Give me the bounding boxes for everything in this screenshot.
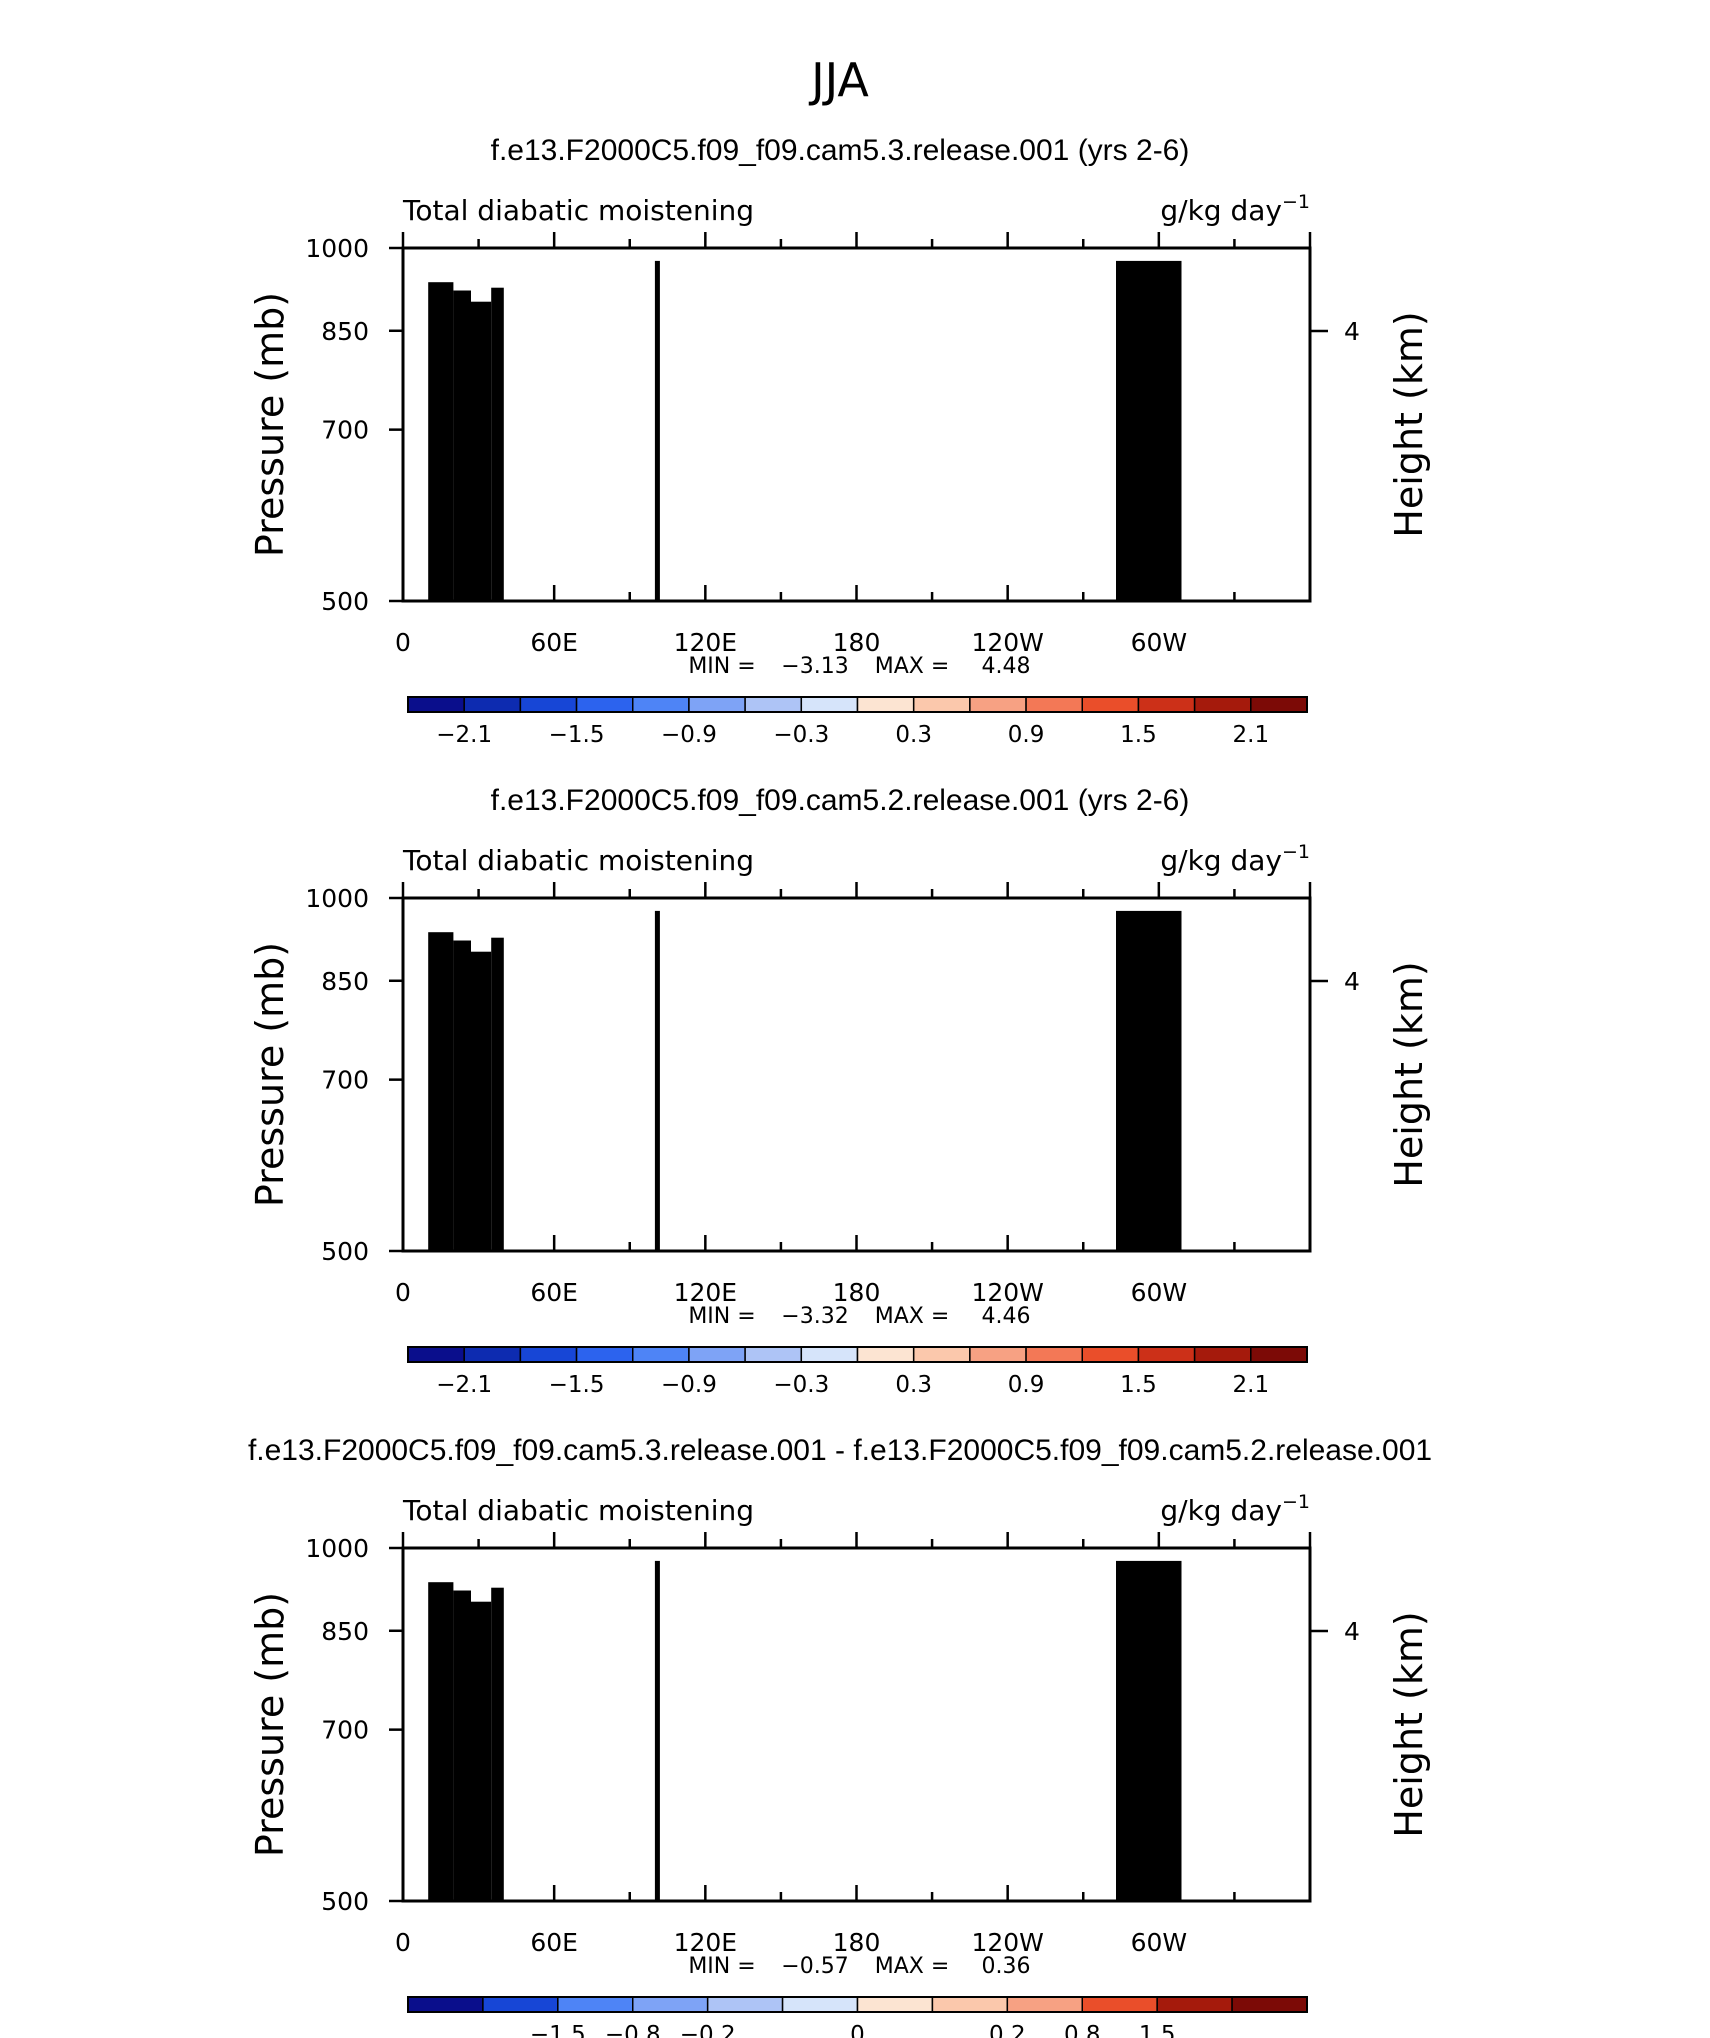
units-label: g/kg day−1 — [1160, 191, 1310, 227]
figure-title: JJA — [808, 53, 869, 107]
panel-1: f.e13.F2000C5.f09_f09.cam5.3.release.001… — [248, 134, 1431, 748]
field-label: Total diabatic moistening — [402, 194, 754, 227]
panel-title: f.e13.F2000C5.f09_f09.cam5.3.release.001… — [491, 134, 1190, 167]
units-base: g/kg day — [1160, 194, 1282, 227]
panels: f.e13.F2000C5.f09_f09.cam5.3.release.001… — [248, 134, 1432, 2038]
units-exponent: −1 — [1282, 191, 1310, 213]
